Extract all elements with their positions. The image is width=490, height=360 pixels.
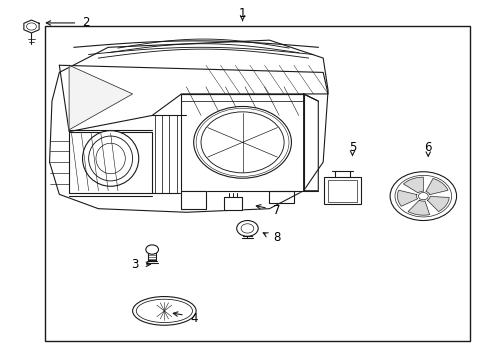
Polygon shape xyxy=(427,197,449,212)
Polygon shape xyxy=(426,179,448,195)
Bar xyxy=(324,177,361,204)
Ellipse shape xyxy=(82,131,139,186)
Polygon shape xyxy=(49,40,328,212)
Polygon shape xyxy=(181,94,304,191)
Polygon shape xyxy=(224,197,242,210)
Text: 4: 4 xyxy=(190,311,197,325)
Circle shape xyxy=(146,245,159,254)
Text: 5: 5 xyxy=(349,141,356,154)
Circle shape xyxy=(237,221,258,236)
Bar xyxy=(45,26,470,341)
Text: 3: 3 xyxy=(131,258,139,271)
Polygon shape xyxy=(69,65,133,130)
Circle shape xyxy=(390,172,457,221)
Polygon shape xyxy=(408,200,430,215)
Polygon shape xyxy=(24,20,39,33)
Polygon shape xyxy=(403,177,423,193)
Polygon shape xyxy=(181,191,206,209)
Bar xyxy=(328,180,357,202)
Polygon shape xyxy=(59,65,328,132)
Polygon shape xyxy=(397,190,417,206)
Text: 6: 6 xyxy=(424,141,432,154)
Circle shape xyxy=(418,193,428,200)
Polygon shape xyxy=(148,253,156,260)
Polygon shape xyxy=(69,132,152,193)
Ellipse shape xyxy=(133,297,196,325)
Text: 7: 7 xyxy=(273,204,280,217)
Text: 1: 1 xyxy=(239,7,246,20)
Text: 8: 8 xyxy=(273,231,280,244)
Text: 2: 2 xyxy=(82,17,90,30)
Circle shape xyxy=(194,107,292,178)
